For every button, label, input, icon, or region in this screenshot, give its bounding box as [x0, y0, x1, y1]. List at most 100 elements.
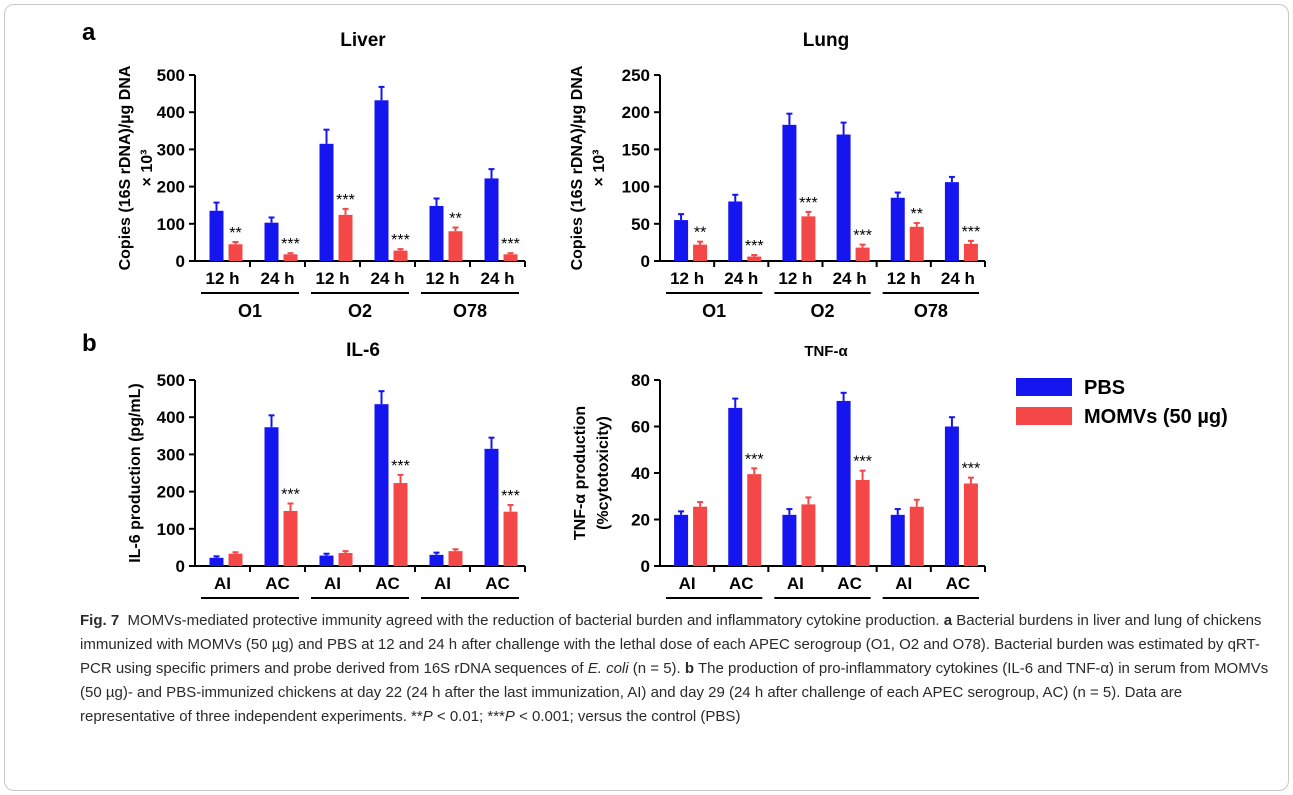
caption-stats-1: **: [411, 708, 423, 725]
caption-b-label: b: [684, 660, 695, 677]
x-tick-label: 24 h: [480, 269, 514, 288]
x-tick-label: 24 h: [724, 269, 758, 288]
bar-momv: [747, 474, 762, 566]
bar-pbs: [674, 220, 689, 261]
x-tick-label: AI: [787, 574, 804, 593]
y-tick-label: 400: [157, 408, 185, 427]
x-tick-label: AC: [375, 574, 400, 593]
x-tick-label: 24 h: [370, 269, 404, 288]
significance-annotation: ***: [501, 236, 520, 253]
y-tick-label: 300: [157, 445, 185, 464]
x-tick-label: 12 h: [670, 269, 704, 288]
legend-label: PBS: [1084, 377, 1125, 399]
x-tick-label: AC: [946, 574, 971, 593]
y-tick-label: 0: [176, 557, 185, 576]
caption-species: E. coli: [587, 660, 629, 677]
y-axis-label: × 10³: [591, 150, 608, 187]
bar-momv: [909, 226, 924, 261]
x-tick-label: 24 h: [260, 269, 294, 288]
bar-pbs: [374, 404, 389, 566]
bar-pbs: [264, 222, 279, 261]
significance-annotation: ***: [799, 195, 818, 212]
bar-pbs: [836, 400, 851, 566]
bar-pbs: [209, 557, 224, 566]
group-label: O2: [348, 301, 372, 321]
caption-stats-3: < 0.001; versus the control (PBS): [514, 708, 741, 725]
x-tick-label: AC: [837, 574, 862, 593]
significance-annotation: **: [694, 225, 706, 242]
bar-pbs: [890, 514, 905, 566]
x-tick-label: 12 h: [887, 269, 921, 288]
figure-caption: Fig. 7 MOMVs-mediated protective immunit…: [80, 609, 1280, 729]
significance-annotation: ***: [745, 238, 764, 255]
significance-annotation: ***: [962, 461, 981, 478]
bar-pbs: [674, 514, 689, 566]
bar-pbs: [782, 514, 797, 566]
y-tick-label: 100: [622, 178, 650, 197]
chart-title: Liver: [340, 30, 386, 51]
chart-1: Lung 0 50 100 150 200 250 Copies (16S rDNA)/µg …: [569, 30, 986, 321]
y-tick-label: 150: [622, 140, 650, 159]
bar-momv: [503, 511, 518, 566]
bar-momv: [855, 479, 870, 566]
bar-pbs: [728, 201, 743, 261]
caption-title: MOMVs-mediated protective immunity agree…: [127, 612, 940, 629]
bar-momv: [801, 504, 816, 566]
caption-b-text: The production of pro-inflammatory cytok…: [80, 660, 1269, 725]
x-tick-label: 24 h: [833, 269, 867, 288]
significance-annotation: ***: [336, 192, 355, 209]
significance-annotation: ***: [501, 488, 520, 505]
group-label: O78: [914, 301, 948, 321]
x-tick-label: AI: [895, 574, 912, 593]
y-axis-label: TNF-α production: [572, 406, 589, 540]
x-tick-label: AC: [265, 574, 290, 593]
x-tick-label: AC: [485, 574, 510, 593]
bar-pbs: [944, 426, 959, 566]
bar-momv: [393, 483, 408, 566]
y-tick-label: 60: [631, 418, 650, 437]
group-label: O1: [702, 301, 726, 321]
bar-momv: [283, 510, 298, 566]
bar-pbs: [728, 407, 743, 566]
significance-annotation: ***: [391, 232, 410, 249]
significance-annotation: ***: [745, 451, 764, 468]
bar-momv: [338, 552, 353, 566]
bar-pbs: [890, 197, 905, 261]
bar-momv: [909, 506, 924, 566]
bar-momv: [963, 483, 978, 566]
bar-pbs: [429, 554, 444, 566]
bar-pbs: [209, 210, 224, 261]
significance-annotation: **: [911, 206, 923, 223]
bar-pbs: [374, 100, 389, 262]
bar-pbs: [782, 124, 797, 262]
bar-momv: [855, 247, 870, 261]
bar-pbs: [319, 143, 334, 261]
significance-annotation: **: [449, 211, 461, 228]
x-tick-label: AI: [434, 574, 451, 593]
bar-momv: [283, 254, 298, 261]
legend-swatch: [1016, 378, 1072, 396]
y-tick-label: 0: [176, 252, 185, 271]
bar-pbs: [429, 205, 444, 261]
legend: PBS MOMVs (50 µg): [1016, 377, 1228, 428]
y-tick-label: 0: [641, 557, 650, 576]
y-tick-label: 200: [157, 178, 185, 197]
panel-label-b: b: [82, 330, 97, 357]
bar-pbs: [319, 555, 334, 566]
y-tick-label: 250: [622, 66, 650, 85]
caption-fig-label: Fig. 7: [80, 612, 120, 629]
y-tick-label: 20: [631, 511, 650, 530]
chart-title: Lung: [803, 30, 849, 51]
chart-3: TNF-α 0 20 40 60 80 TNF-α production (%cytotoxi…: [572, 343, 986, 599]
bar-momv: [228, 553, 243, 566]
group-label: O78: [453, 301, 487, 321]
y-axis-label: IL-6 production (pg/mL): [127, 383, 144, 563]
y-tick-label: 100: [157, 520, 185, 539]
chart-title: TNF-α: [804, 343, 848, 360]
x-tick-label: 24 h: [941, 269, 975, 288]
y-axis-label: Copies (16S rDNA)/µg DNA: [569, 65, 586, 270]
bar-pbs: [484, 448, 499, 566]
caption-a-tail: (n = 5).: [632, 660, 681, 677]
